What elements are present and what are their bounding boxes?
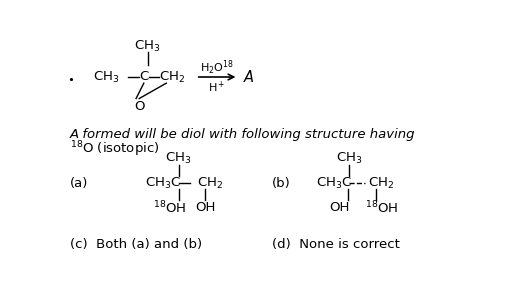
Text: A formed will be diol with following structure having: A formed will be diol with following str… [70,128,416,141]
Text: $A$: $A$ [243,69,254,85]
Text: H$_2$O$^{18}$: H$_2$O$^{18}$ [200,59,233,77]
Text: $^{18}$O (isotopic): $^{18}$O (isotopic) [70,139,160,159]
Text: CH$_3$: CH$_3$ [93,69,120,85]
Text: (a): (a) [70,177,89,190]
Text: $\bullet$: $\bullet$ [67,74,74,84]
Text: (d)  None is correct: (d) None is correct [272,238,399,251]
Text: O: O [134,100,144,113]
Text: CH$_3$: CH$_3$ [336,151,362,166]
Text: CH$_3$: CH$_3$ [135,38,161,54]
Text: CH$_3$: CH$_3$ [165,151,192,166]
Text: CH$_2$: CH$_2$ [368,176,394,191]
Text: CH$_2$: CH$_2$ [159,69,186,85]
Text: $^{18}$OH: $^{18}$OH [153,200,186,216]
Text: (c)  Both (a) and (b): (c) Both (a) and (b) [70,238,202,251]
Text: OH: OH [329,201,349,214]
Text: OH: OH [196,201,216,214]
Text: CH$_3$C: CH$_3$C [145,176,182,191]
Text: H$^+$: H$^+$ [208,79,225,95]
Text: CH$_2$: CH$_2$ [197,176,224,191]
Text: CH$_3$C: CH$_3$C [316,176,352,191]
Text: (b): (b) [272,177,290,190]
Text: C: C [139,71,148,83]
Text: $^{18}$OH: $^{18}$OH [365,200,398,216]
